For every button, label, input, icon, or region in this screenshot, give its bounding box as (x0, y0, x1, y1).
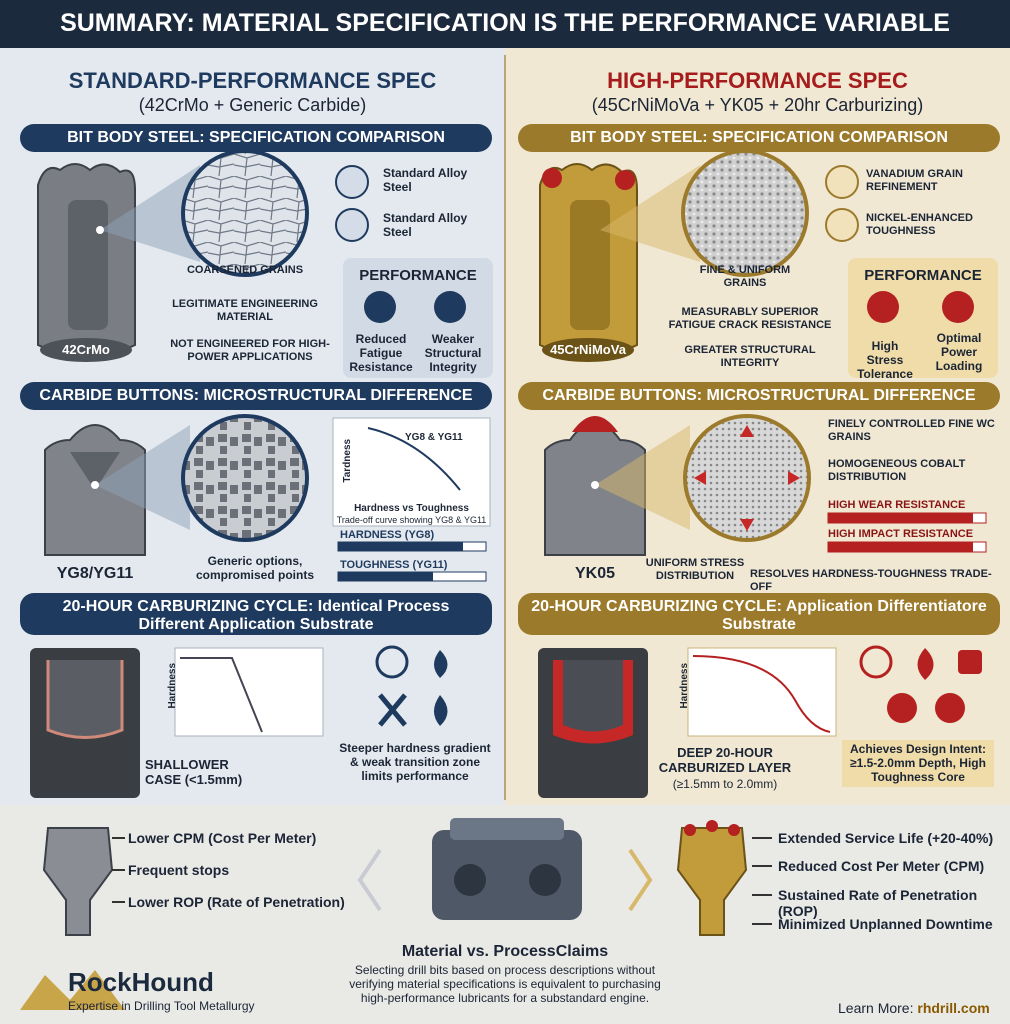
outcome: Minimized Unplanned Downtime (778, 916, 993, 932)
carburizing-note: Steeper hardness gradient & weak transit… (339, 741, 491, 783)
graph-axis-label: Tardness (342, 438, 354, 483)
outcome: Lower ROP (Rate of Penetration) (128, 894, 345, 910)
feature: NICKEL-ENHANCED TOUGHNESS (866, 212, 973, 237)
bar-label: TOUGHNESS (YG11) (340, 559, 448, 571)
section-title: BIT BODY STEEL: SPECIFICATION COMPARISON (570, 129, 948, 146)
grain-label: COARSENED GRAINS (186, 264, 304, 276)
feature: VANADIUM GRAIN REFINEMENT (866, 168, 963, 193)
bar-label: HIGH IMPACT RESISTANCE (828, 528, 974, 540)
learn-more-label: Learn More: (838, 1000, 914, 1016)
section-title: BIT BODY STEEL: SPECIFICATION COMPARISON (67, 129, 445, 146)
callout: HOMOGENEOUS COBALT DISTRIBUTION (828, 458, 966, 483)
left-subheading: (42CrMo + Generic Carbide) (138, 95, 367, 115)
section-title: CARBIDE BUTTONS: MICROSTRUCTURAL DIFFERE… (39, 387, 473, 404)
bit-label: 45CrNiMoVa (550, 342, 626, 357)
left-heading: STANDARD-PERFORMANCE SPEC (68, 68, 437, 93)
steel-note: NOT ENGINEERED FOR HIGH-POWER APPLICATIO… (170, 338, 330, 363)
carburizing-note: Achieves Design Intent: ≥1.5-2.0mm Depth… (842, 740, 994, 788)
carbide-note: Generic options, compromised points (195, 554, 314, 582)
outcome: Lower CPM (Cost Per Meter) (128, 830, 317, 846)
graph-axis-label: Hardness (167, 662, 179, 709)
grain-label: FINE & UNIFORM GRAINS (699, 264, 791, 289)
section-title: 20-HOUR CARBURIZING CYCLE: Application D… (531, 598, 987, 634)
steel-note: LEGITIMATE ENGINEERING MATERIAL (172, 298, 318, 323)
learn-more: Learn More: rhdrill.com (838, 1000, 990, 1016)
right-heading: HIGH-PERFORMANCE SPEC (607, 68, 908, 93)
right-subheading: (45CrNiMoVa + YK05 + 20hr Carburizing) (591, 95, 924, 115)
button-label: YG8/YG11 (56, 565, 134, 582)
performance-title: PERFORMANCE (359, 267, 477, 284)
bar-label: HIGH WEAR RESISTANCE (828, 499, 966, 511)
brand-name: RockHound (68, 967, 214, 997)
performance-title: PERFORMANCE (864, 267, 982, 284)
performance-item: High Stress Tolerance (857, 339, 913, 381)
graph-title: Hardness vs Toughness (354, 503, 469, 514)
steel-note: MEASURABLY SUPERIOR FATIGUE CRACK RESIST… (668, 306, 832, 331)
performance-item: Reduced Fatigue Resistance (349, 332, 413, 374)
page-title: SUMMARY: MATERIAL SPECIFICATION IS THE P… (60, 9, 950, 37)
steel-note: GREATER STRUCTURAL INTEGRITY (684, 344, 816, 369)
learn-more-link[interactable]: rhdrill.com (917, 1000, 990, 1016)
curve-label: YG8 & YG11 (405, 432, 463, 443)
button-label: YK05 (574, 565, 616, 582)
section-title: 20-HOUR CARBURIZING CYCLE: Identical Pro… (62, 598, 450, 634)
resolves-label: RESOLVES HARDNESS-TOUGHNESS TRADE-OFF (750, 568, 992, 593)
feature: Standard Alloy Steel (383, 166, 468, 194)
center-text: Selecting drill bits based on process de… (349, 963, 661, 1005)
graph-caption: Trade-off curve showing YG8 & YG11 (336, 515, 487, 525)
callout: FINELY CONTROLLED FINE WC GRAINS (828, 418, 995, 443)
section-title: CARBIDE BUTTONS: MICROSTRUCTURAL DIFFERE… (542, 387, 976, 404)
outcome: Extended Service Life (+20-40%) (778, 830, 994, 846)
case-label: SHALLOWER CASE (<1.5mm) (145, 757, 243, 787)
outcome: Reduced Cost Per Meter (CPM) (778, 858, 985, 874)
stress-label: UNIFORM STRESS DISTRIBUTION (645, 557, 745, 582)
performance-item: Weaker Structural Integrity (424, 332, 482, 374)
bit-label: 42CrMo (62, 342, 110, 357)
layer-sub: (≥1.5mm to 2.0mm) (672, 777, 778, 791)
performance-item: Optimal Power Loading (935, 331, 983, 373)
outcome: Frequent stops (128, 862, 230, 878)
graph-axis-label: Hardness (679, 662, 691, 709)
outcome: Sustained Rate of Penetration (ROP) (778, 887, 978, 920)
feature: Standard Alloy Steel (383, 211, 468, 239)
center-title: Material vs. ProcessClaims (401, 943, 609, 960)
layer-label: DEEP 20-HOUR CARBURIZED LAYER (658, 745, 792, 775)
brand-tagline: Expertise in Drilling Tool Metallurgy (68, 999, 255, 1013)
bar-label: HARDNESS (YG8) (340, 529, 435, 541)
